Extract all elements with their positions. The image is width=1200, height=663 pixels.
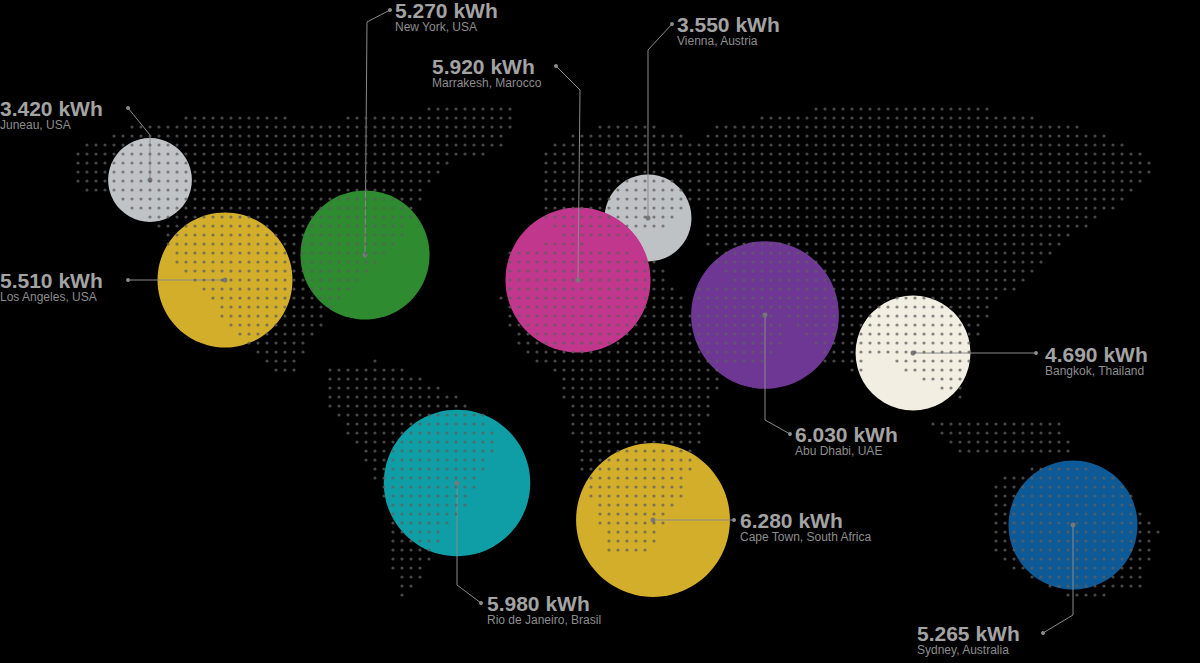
svg-text:3.420 kWh: 3.420 kWh xyxy=(0,97,103,120)
svg-text:4.690 kWh: 4.690 kWh xyxy=(1045,343,1148,366)
svg-text:New York, USA: New York, USA xyxy=(395,20,477,34)
svg-text:Bangkok, Thailand: Bangkok, Thailand xyxy=(1045,364,1144,378)
svg-text:Sydney, Australia: Sydney, Australia xyxy=(917,643,1009,657)
svg-text:Los Angeles, USA: Los Angeles, USA xyxy=(0,290,97,304)
svg-text:5.510 kWh: 5.510 kWh xyxy=(0,269,103,292)
svg-text:3.550 kWh: 3.550 kWh xyxy=(677,13,780,36)
svg-text:Marrakesh, Marocco: Marrakesh, Marocco xyxy=(432,76,542,90)
svg-text:6.030 kWh: 6.030 kWh xyxy=(795,423,898,446)
svg-text:Juneau, USA: Juneau, USA xyxy=(0,118,71,132)
svg-text:Abu Dhabi, UAE: Abu Dhabi, UAE xyxy=(795,444,882,458)
svg-text:5.920 kWh: 5.920 kWh xyxy=(432,55,535,78)
svg-text:Cape Town, South Africa: Cape Town, South Africa xyxy=(740,530,872,544)
svg-text:6.280 kWh: 6.280 kWh xyxy=(740,509,843,532)
svg-text:Rio de Janeiro, Brasil: Rio de Janeiro, Brasil xyxy=(487,613,601,627)
svg-text:Vienna, Austria: Vienna, Austria xyxy=(677,34,758,48)
svg-text:5.980 kWh: 5.980 kWh xyxy=(487,592,590,615)
svg-text:5.270 kWh: 5.270 kWh xyxy=(395,0,498,22)
svg-text:5.265 kWh: 5.265 kWh xyxy=(917,622,1020,645)
